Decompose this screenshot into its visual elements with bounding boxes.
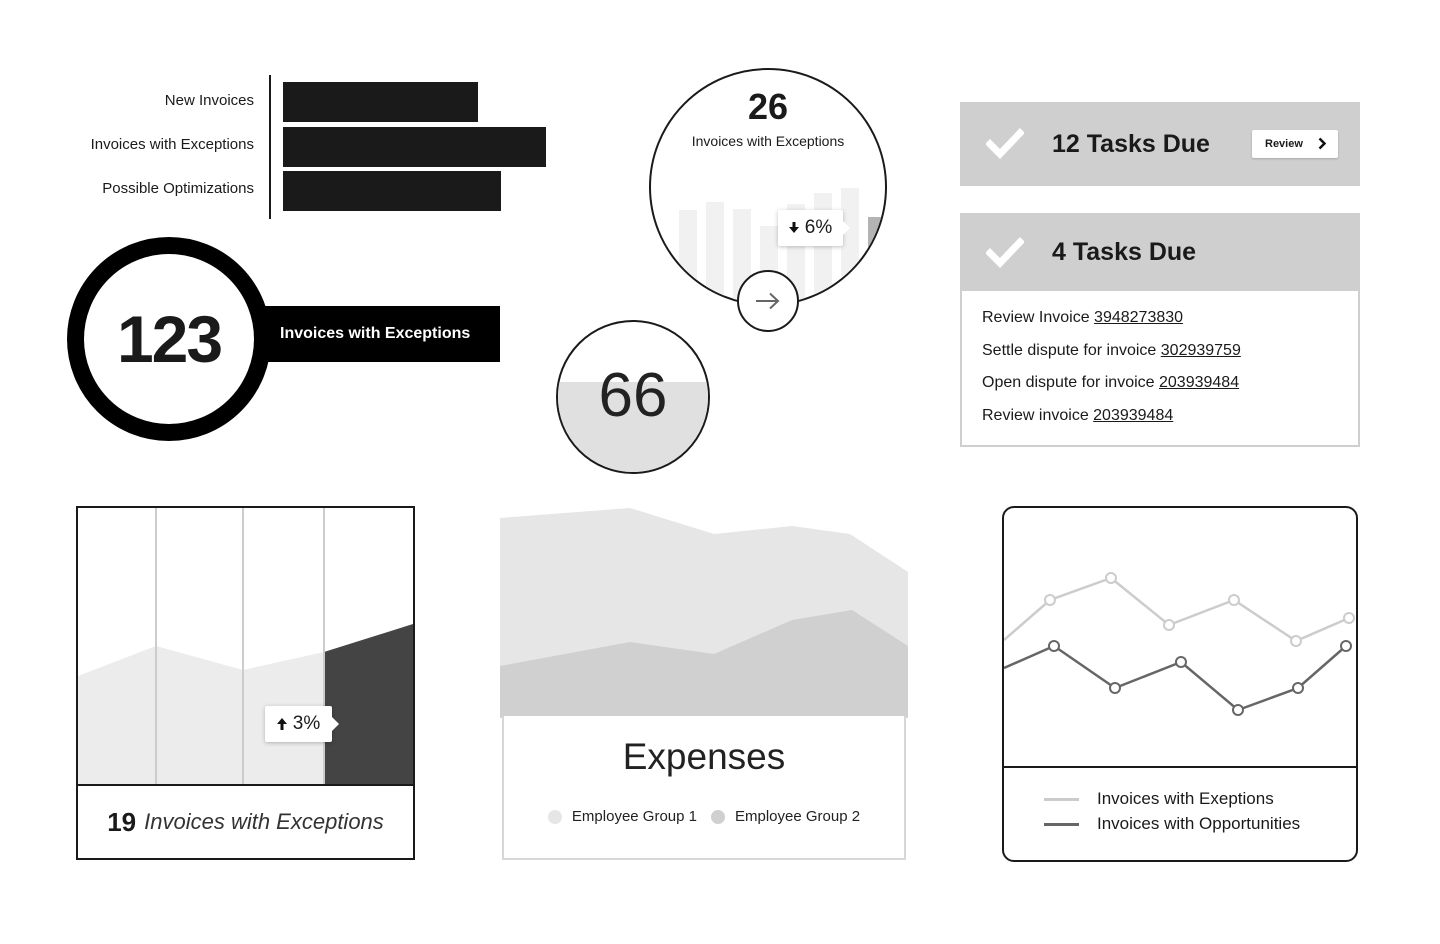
legend-item: Invoices with Opportunities bbox=[1044, 814, 1300, 834]
tasks-card-header: 4 Tasks Due bbox=[960, 213, 1360, 291]
review-button[interactable]: Review bbox=[1252, 130, 1338, 158]
view-details-button[interactable] bbox=[737, 270, 799, 332]
ring-label-banner: Invoices with Exceptions bbox=[250, 306, 500, 362]
bar-axis bbox=[269, 75, 271, 219]
expenses-card-footer: Expenses Employee Group 1 Employee Group… bbox=[502, 716, 906, 860]
tasks-title: 4 Tasks Due bbox=[1052, 237, 1197, 266]
invoice-link[interactable]: 3948273830 bbox=[1094, 309, 1184, 326]
mini-bar bbox=[706, 202, 724, 304]
arrow-up-icon bbox=[276, 718, 287, 730]
legend-item: Employee Group 2 bbox=[711, 808, 860, 825]
circle-label: Invoices with Exceptions bbox=[691, 133, 845, 149]
tasks-card-4: 4 Tasks Due Review Invoice 3948273830 Se… bbox=[960, 213, 1360, 447]
check-icon bbox=[986, 237, 1024, 269]
bar-new-invoices bbox=[283, 82, 478, 122]
bar-label-invoices-exceptions: Invoices with Exceptions bbox=[90, 136, 254, 153]
invoice-link[interactable]: 203939484 bbox=[1093, 406, 1174, 424]
expenses-card: Expenses Employee Group 1 Employee Group… bbox=[500, 500, 908, 860]
data-point bbox=[1340, 640, 1352, 652]
chevron-right-icon bbox=[1318, 137, 1326, 150]
data-point bbox=[1343, 612, 1355, 624]
data-point bbox=[1044, 594, 1056, 606]
area-series-group-2 bbox=[500, 610, 908, 718]
gauge-fill bbox=[558, 382, 708, 472]
bar-invoices-exceptions bbox=[283, 127, 546, 167]
data-point bbox=[1292, 682, 1304, 694]
legend-swatch bbox=[1044, 822, 1079, 826]
mini-bar bbox=[841, 188, 859, 304]
legend-item: Invoices with Exeptions bbox=[1044, 789, 1274, 809]
ring-label: Invoices with Exceptions bbox=[280, 325, 471, 342]
data-point bbox=[1232, 704, 1244, 716]
circle-number: 26 bbox=[747, 86, 789, 127]
line-series-opportunities bbox=[1004, 644, 1347, 712]
exceptions-count: 19 bbox=[107, 806, 137, 837]
task-text: Open dispute for invoice bbox=[982, 374, 1159, 391]
tasks-card-12: 12 Tasks Due Review bbox=[960, 102, 1360, 186]
invoice-link[interactable]: 203939484 bbox=[1159, 374, 1240, 391]
check-icon bbox=[986, 128, 1024, 160]
bar-label-possible-optimizations: Possible Optimizations bbox=[102, 180, 254, 197]
exceptions-area-chart bbox=[78, 508, 413, 786]
ring-circle: 123 bbox=[67, 237, 271, 441]
line-chart bbox=[1004, 572, 1356, 768]
data-point bbox=[1175, 656, 1187, 668]
legend-label: Employee Group 2 bbox=[735, 808, 861, 825]
data-point bbox=[1163, 619, 1175, 631]
expenses-title: Expenses bbox=[622, 736, 786, 777]
legend-label: Invoices with Exeptions bbox=[1097, 789, 1274, 808]
task-text: Settle dispute for invoice bbox=[982, 341, 1161, 359]
exceptions-card-footer: 19 Invoices with Exceptions bbox=[78, 784, 413, 858]
arrow-right-icon bbox=[756, 292, 780, 310]
task-list: Review Invoice 3948273830 Settle dispute… bbox=[960, 291, 1360, 447]
task-text: Review invoice bbox=[982, 406, 1094, 424]
bar-label-new-invoices: New Invoices bbox=[164, 92, 254, 109]
tasks-card-header: 12 Tasks Due Review bbox=[960, 102, 1360, 186]
bar-possible-optimizations bbox=[283, 171, 501, 211]
gauge-number: 66 bbox=[598, 361, 668, 430]
task-text: Review Invoice bbox=[982, 309, 1095, 326]
tasks-title: 12 Tasks Due bbox=[1052, 129, 1210, 158]
arrow-down-icon bbox=[788, 222, 799, 233]
ring-number: 123 bbox=[116, 302, 223, 376]
exceptions-circle-widget: 26 Invoices with Exceptions 6% bbox=[649, 68, 887, 306]
invoice-link[interactable]: 302939759 bbox=[1160, 341, 1241, 359]
review-button-label: Review bbox=[1265, 138, 1303, 150]
expenses-area-chart bbox=[500, 508, 908, 718]
task-item: Review invoice 203939484 bbox=[982, 403, 1338, 436]
data-point bbox=[1290, 635, 1302, 647]
exceptions-label: Invoices with Exceptions bbox=[144, 809, 384, 834]
line-chart-card: Invoices with Exeptions Invoices with Op… bbox=[1002, 506, 1358, 862]
change-value: 6% bbox=[804, 217, 833, 238]
exceptions-area-card: 3% 19 Invoices with Exceptions bbox=[76, 506, 415, 860]
legend-swatch bbox=[1044, 797, 1079, 801]
task-item: Review Invoice 3948273830 bbox=[982, 305, 1338, 338]
highlight-area bbox=[324, 624, 413, 786]
mini-bar bbox=[868, 217, 885, 304]
data-point bbox=[1228, 594, 1240, 606]
change-badge: 6% bbox=[778, 210, 850, 246]
change-badge: 3% bbox=[265, 706, 339, 742]
task-item: Settle dispute for invoice 302939759 bbox=[982, 338, 1338, 371]
mini-bar bbox=[679, 210, 697, 304]
data-point bbox=[1109, 682, 1121, 694]
legend-swatch bbox=[547, 809, 562, 824]
data-point bbox=[1048, 640, 1060, 652]
legend-label: Employee Group 1 bbox=[571, 808, 697, 825]
legend-swatch bbox=[711, 809, 725, 824]
line-series-exceptions bbox=[1004, 576, 1350, 643]
legend-item: Employee Group 1 bbox=[547, 808, 697, 825]
data-point bbox=[1105, 572, 1117, 584]
legend-label: Invoices with Opportunities bbox=[1097, 814, 1301, 833]
gauge-widget: 66 bbox=[556, 320, 710, 474]
expenses-legend: Employee Group 1 Employee Group 2 bbox=[504, 808, 904, 825]
change-value: 3% bbox=[292, 713, 321, 734]
task-item: Open dispute for invoice 203939484 bbox=[982, 370, 1338, 403]
